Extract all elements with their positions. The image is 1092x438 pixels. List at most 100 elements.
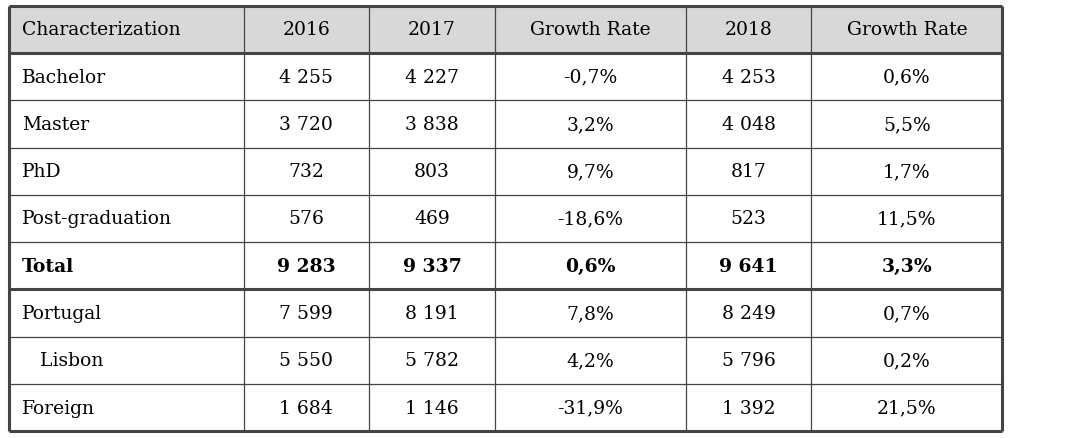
- Bar: [811, 337, 1002, 384]
- Bar: [686, 243, 811, 290]
- Bar: [495, 195, 686, 243]
- Text: Lisbon: Lisbon: [22, 352, 104, 370]
- Bar: [686, 7, 811, 54]
- Text: 5 550: 5 550: [280, 352, 333, 370]
- Bar: [9, 148, 244, 195]
- Text: 1,7%: 1,7%: [883, 163, 930, 181]
- Text: 9 641: 9 641: [720, 257, 778, 275]
- Bar: [811, 290, 1002, 337]
- Text: Growth Rate: Growth Rate: [846, 21, 968, 39]
- Bar: [495, 148, 686, 195]
- Bar: [686, 54, 811, 101]
- Text: 8 191: 8 191: [405, 304, 459, 322]
- Text: 21,5%: 21,5%: [877, 399, 937, 417]
- Text: 523: 523: [731, 210, 767, 228]
- Text: 4,2%: 4,2%: [567, 352, 614, 370]
- Bar: [9, 290, 244, 337]
- Text: 9,7%: 9,7%: [567, 163, 614, 181]
- Text: -31,9%: -31,9%: [557, 399, 624, 417]
- Bar: [686, 384, 811, 431]
- Text: 5 796: 5 796: [722, 352, 775, 370]
- Text: 2016: 2016: [283, 21, 330, 39]
- Bar: [244, 7, 369, 54]
- Text: 3 720: 3 720: [280, 116, 333, 134]
- Bar: [811, 148, 1002, 195]
- Bar: [686, 195, 811, 243]
- Bar: [369, 195, 495, 243]
- Bar: [686, 337, 811, 384]
- Bar: [495, 243, 686, 290]
- Bar: [811, 243, 1002, 290]
- Text: 3 838: 3 838: [405, 116, 459, 134]
- Bar: [244, 243, 369, 290]
- Bar: [9, 337, 244, 384]
- Bar: [811, 7, 1002, 54]
- Text: 3,2%: 3,2%: [567, 116, 614, 134]
- Text: 7 599: 7 599: [280, 304, 333, 322]
- Bar: [244, 148, 369, 195]
- Bar: [9, 384, 244, 431]
- Text: Characterization: Characterization: [22, 21, 180, 39]
- Bar: [369, 7, 495, 54]
- Bar: [244, 290, 369, 337]
- Bar: [9, 195, 244, 243]
- Text: 4 048: 4 048: [722, 116, 775, 134]
- Bar: [686, 290, 811, 337]
- Text: 576: 576: [288, 210, 324, 228]
- Bar: [369, 54, 495, 101]
- Bar: [369, 290, 495, 337]
- Bar: [244, 384, 369, 431]
- Bar: [9, 54, 244, 101]
- Text: 5,5%: 5,5%: [883, 116, 930, 134]
- Bar: [811, 384, 1002, 431]
- Text: Master: Master: [22, 116, 88, 134]
- Text: 0,2%: 0,2%: [883, 352, 930, 370]
- Bar: [495, 337, 686, 384]
- Bar: [495, 101, 686, 148]
- Bar: [244, 101, 369, 148]
- Text: 2018: 2018: [725, 21, 772, 39]
- Text: 8 249: 8 249: [722, 304, 775, 322]
- Text: Portugal: Portugal: [22, 304, 102, 322]
- Text: Growth Rate: Growth Rate: [530, 21, 651, 39]
- Text: 0,6%: 0,6%: [883, 68, 930, 86]
- Text: Post-graduation: Post-graduation: [22, 210, 171, 228]
- Bar: [686, 101, 811, 148]
- Bar: [811, 101, 1002, 148]
- Text: 1 684: 1 684: [280, 399, 333, 417]
- Bar: [686, 148, 811, 195]
- Text: 1 392: 1 392: [722, 399, 775, 417]
- Text: 469: 469: [414, 210, 450, 228]
- Text: 4 227: 4 227: [405, 68, 459, 86]
- Text: 5 782: 5 782: [405, 352, 459, 370]
- Text: 7,8%: 7,8%: [567, 304, 614, 322]
- Text: 3,3%: 3,3%: [881, 257, 933, 275]
- Bar: [9, 101, 244, 148]
- Bar: [9, 7, 244, 54]
- Text: Bachelor: Bachelor: [22, 68, 106, 86]
- Text: 11,5%: 11,5%: [877, 210, 937, 228]
- Bar: [495, 290, 686, 337]
- Text: 2017: 2017: [408, 21, 455, 39]
- Text: 0,6%: 0,6%: [565, 257, 616, 275]
- Bar: [369, 148, 495, 195]
- Bar: [244, 337, 369, 384]
- Text: PhD: PhD: [22, 163, 61, 181]
- Text: Total: Total: [22, 257, 74, 275]
- Bar: [244, 54, 369, 101]
- Bar: [495, 54, 686, 101]
- Text: 1 146: 1 146: [405, 399, 459, 417]
- Text: Foreign: Foreign: [22, 399, 95, 417]
- Bar: [244, 195, 369, 243]
- Bar: [369, 243, 495, 290]
- Text: -0,7%: -0,7%: [563, 68, 617, 86]
- Bar: [811, 54, 1002, 101]
- Text: 732: 732: [288, 163, 324, 181]
- Bar: [9, 243, 244, 290]
- Text: 0,7%: 0,7%: [883, 304, 930, 322]
- Bar: [811, 195, 1002, 243]
- Bar: [495, 384, 686, 431]
- Bar: [369, 101, 495, 148]
- Text: 4 255: 4 255: [280, 68, 333, 86]
- Bar: [495, 7, 686, 54]
